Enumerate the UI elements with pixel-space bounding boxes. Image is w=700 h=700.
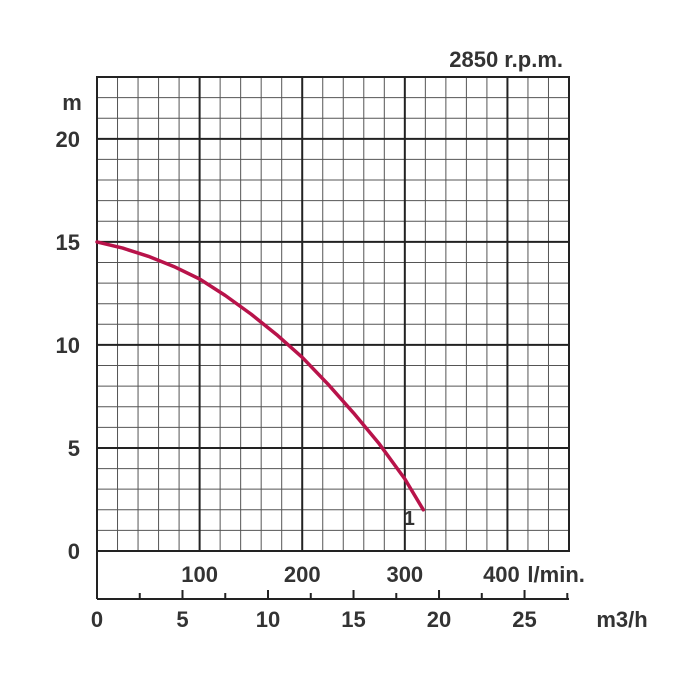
y-tick-label: 15 — [56, 230, 80, 255]
y-tick-label: 5 — [68, 436, 80, 461]
y-unit-label: m — [62, 90, 82, 115]
y-tick-label: 20 — [56, 127, 80, 152]
plot-frame — [96, 76, 570, 552]
x-unit-label-lmin: l/min. — [527, 562, 584, 587]
x-tick-label-m3h: 0 — [91, 607, 103, 632]
x-tick-label-m3h: 10 — [256, 607, 280, 632]
minor-grid — [97, 77, 569, 551]
y-tick-label: 10 — [56, 333, 80, 358]
major-grid — [97, 77, 569, 551]
x-tick-label-m3h: 25 — [512, 607, 536, 632]
curve-label-1: 1 — [404, 508, 415, 530]
speed-label: 2850 r.p.m. — [449, 47, 563, 72]
x-tick-label-m3h: 5 — [176, 607, 188, 632]
x-tick-label-lmin: 300 — [386, 562, 423, 587]
pump-curve-1 — [95, 240, 426, 512]
axis-labels: 0 5 10 15 20 m 100 200 300 400 l/min. 0 5 10 15 20 25 m3/… — [56, 47, 648, 632]
x-unit-label-m3h: m3/h — [596, 607, 647, 632]
x-tick-label-m3h: 15 — [341, 607, 365, 632]
x-tick-label-lmin: 400 — [483, 562, 520, 587]
x-tick-label-lmin: 100 — [181, 562, 218, 587]
x-tick-label-lmin: 200 — [284, 562, 321, 587]
y-tick-label: 0 — [68, 539, 80, 564]
x-tick-label-m3h: 20 — [427, 607, 451, 632]
m3h-axis-ticks — [138, 590, 569, 599]
